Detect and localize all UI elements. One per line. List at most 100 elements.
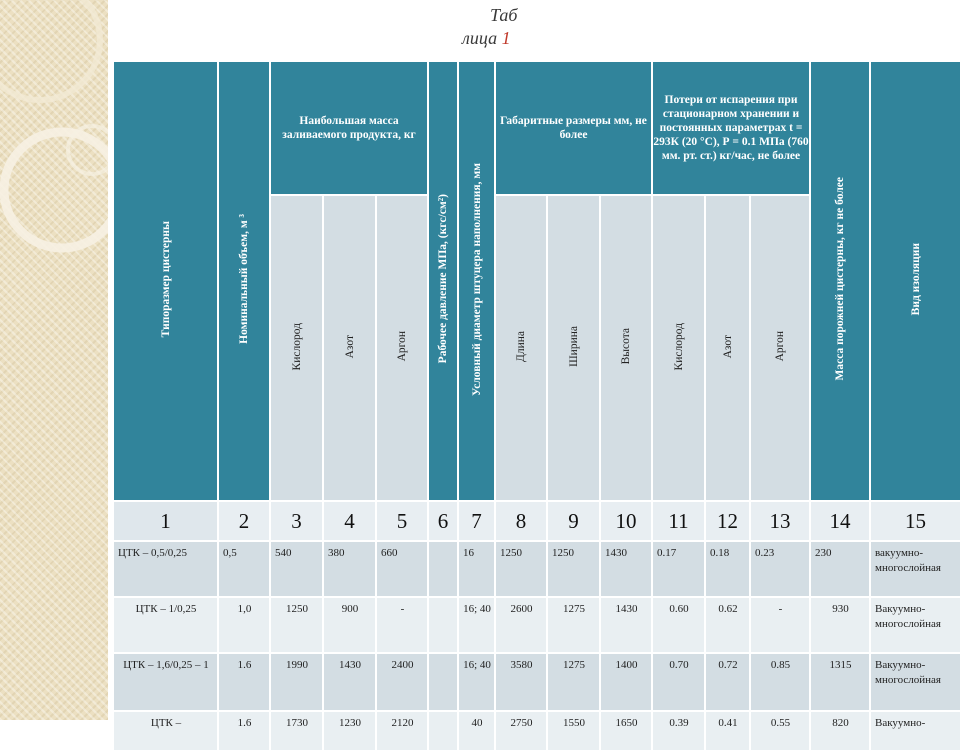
header-working-pressure: Рабочее давление МПа, (кгс/см²) <box>427 60 459 502</box>
cell-length: 2750 <box>494 710 548 752</box>
cell-diameter: 16 <box>457 540 496 598</box>
cell-loss-nitrogen: 0.18 <box>704 540 751 598</box>
cell-mass-oxygen: 1730 <box>269 710 324 752</box>
column-number: 13 <box>749 500 811 542</box>
cell-width: 1275 <box>546 596 601 654</box>
cell-mass-nitrogen: 900 <box>322 596 377 654</box>
subheader-loss-nitrogen: Азот <box>704 194 751 502</box>
column-number: 6 <box>427 500 459 542</box>
cell-mass-argon: 2120 <box>375 710 429 752</box>
cell-volume: 1,0 <box>217 596 271 654</box>
column-number: 5 <box>375 500 429 542</box>
cell-tank-size: ЦТК – 1/0,25 <box>112 596 219 654</box>
cell-loss-oxygen: 0.17 <box>651 540 706 598</box>
subheader-loss-oxygen: Кислород <box>651 194 706 502</box>
subheader-mass-argon: Аргон <box>375 194 429 502</box>
column-number: 10 <box>599 500 653 542</box>
cell-mass-oxygen: 1250 <box>269 596 324 654</box>
column-number: 4 <box>322 500 377 542</box>
cell-height: 1430 <box>599 596 653 654</box>
caption-part1: Таб <box>490 5 518 25</box>
column-number: 15 <box>869 500 960 542</box>
cell-width: 1275 <box>546 652 601 712</box>
cell-volume: 1.6 <box>217 710 271 752</box>
cell-pressure <box>427 596 459 654</box>
decorative-rings <box>0 0 108 253</box>
subheader-height: Высота <box>599 194 653 502</box>
column-number: 1 <box>112 500 219 542</box>
cell-mass-nitrogen: 1230 <box>322 710 377 752</box>
cell-loss-nitrogen: 0.62 <box>704 596 751 654</box>
cell-width: 1550 <box>546 710 601 752</box>
tank-specs-table: Типоразмер цистерны Номинальный объем, м… <box>112 60 960 752</box>
cell-diameter: 40 <box>457 710 496 752</box>
column-number: 9 <box>546 500 601 542</box>
cell-mass-argon: 660 <box>375 540 429 598</box>
table-caption: Таб лица 1 <box>462 4 542 50</box>
header-dimensions: Габаритные размеры мм, не более <box>494 60 653 196</box>
cell-height: 1400 <box>599 652 653 712</box>
cell-volume: 0,5 <box>217 540 271 598</box>
cell-loss-oxygen: 0.70 <box>651 652 706 712</box>
cell-diameter: 16; 40 <box>457 596 496 654</box>
cell-length: 2600 <box>494 596 548 654</box>
table-row: ЦТК – 1,6/0,25 – 1 1.6 1990 1430 2400 16… <box>112 652 960 712</box>
cell-height: 1650 <box>599 710 653 752</box>
subheader-mass-oxygen: Кислород <box>269 194 324 502</box>
cell-loss-argon: 0.23 <box>749 540 811 598</box>
header-max-mass: Наибольшая масса заливаемого продукта, к… <box>269 60 429 196</box>
cell-mass-oxygen: 1990 <box>269 652 324 712</box>
cell-mass-argon: 2400 <box>375 652 429 712</box>
cell-loss-argon: 0.55 <box>749 710 811 752</box>
cell-volume: 1.6 <box>217 652 271 712</box>
table-row: ЦТК – 0,5/0,25 0,5 540 380 660 16 1250 1… <box>112 540 960 598</box>
cell-diameter: 16; 40 <box>457 652 496 712</box>
header-evaporation-losses: Потери от испарения при стационарном хра… <box>651 60 811 196</box>
cell-pressure <box>427 540 459 598</box>
column-number: 11 <box>651 500 706 542</box>
subheader-mass-nitrogen: Азот <box>322 194 377 502</box>
cell-mass-nitrogen: 380 <box>322 540 377 598</box>
cell-empty-mass: 930 <box>809 596 871 654</box>
cell-empty-mass: 230 <box>809 540 871 598</box>
column-number: 3 <box>269 500 324 542</box>
cell-mass-oxygen: 540 <box>269 540 324 598</box>
table-row: ЦТК – 1/0,25 1,0 1250 900 - 16; 40 2600 … <box>112 596 960 654</box>
cell-loss-argon: - <box>749 596 811 654</box>
header-fill-diameter: Условный диаметр штуцера наполнения, мм <box>457 60 496 502</box>
cell-insulation: Вакуумно- <box>869 710 960 752</box>
decorative-background <box>0 0 108 720</box>
cell-length: 1250 <box>494 540 548 598</box>
cell-loss-oxygen: 0.39 <box>651 710 706 752</box>
column-number: 2 <box>217 500 271 542</box>
cell-pressure <box>427 652 459 712</box>
column-number: 12 <box>704 500 751 542</box>
caption-number: 1 <box>501 28 511 48</box>
caption-part2: лица <box>462 28 502 48</box>
subheader-loss-argon: Аргон <box>749 194 811 502</box>
column-number: 8 <box>494 500 548 542</box>
cell-loss-nitrogen: 0.72 <box>704 652 751 712</box>
column-numbers-row: 1 2 3 4 5 6 7 8 9 10 11 12 13 14 15 <box>112 500 960 542</box>
cell-mass-nitrogen: 1430 <box>322 652 377 712</box>
cell-insulation: Вакуумно-многослойная <box>869 596 960 654</box>
cell-insulation: вакуумно-многослойная <box>869 540 960 598</box>
header-insulation: Вид изоляции <box>869 60 960 502</box>
cell-length: 3580 <box>494 652 548 712</box>
cell-tank-size: ЦТК – <box>112 710 219 752</box>
table-row: ЦТК – 1.6 1730 1230 2120 40 2750 1550 16… <box>112 710 960 752</box>
cell-empty-mass: 820 <box>809 710 871 752</box>
header-empty-mass: Масса порожней цистерны, кг не более <box>809 60 871 502</box>
cell-loss-nitrogen: 0.41 <box>704 710 751 752</box>
cell-empty-mass: 1315 <box>809 652 871 712</box>
cell-tank-size: ЦТК – 0,5/0,25 <box>112 540 219 598</box>
column-number: 14 <box>809 500 871 542</box>
column-number: 7 <box>457 500 496 542</box>
cell-pressure <box>427 710 459 752</box>
cell-loss-argon: 0.85 <box>749 652 811 712</box>
subheader-length: Длина <box>494 194 548 502</box>
header-tank-size: Типоразмер цистерны <box>112 60 219 502</box>
header-nominal-volume: Номинальный объем, м ³ <box>217 60 271 502</box>
cell-tank-size: ЦТК – 1,6/0,25 – 1 <box>112 652 219 712</box>
cell-loss-oxygen: 0.60 <box>651 596 706 654</box>
